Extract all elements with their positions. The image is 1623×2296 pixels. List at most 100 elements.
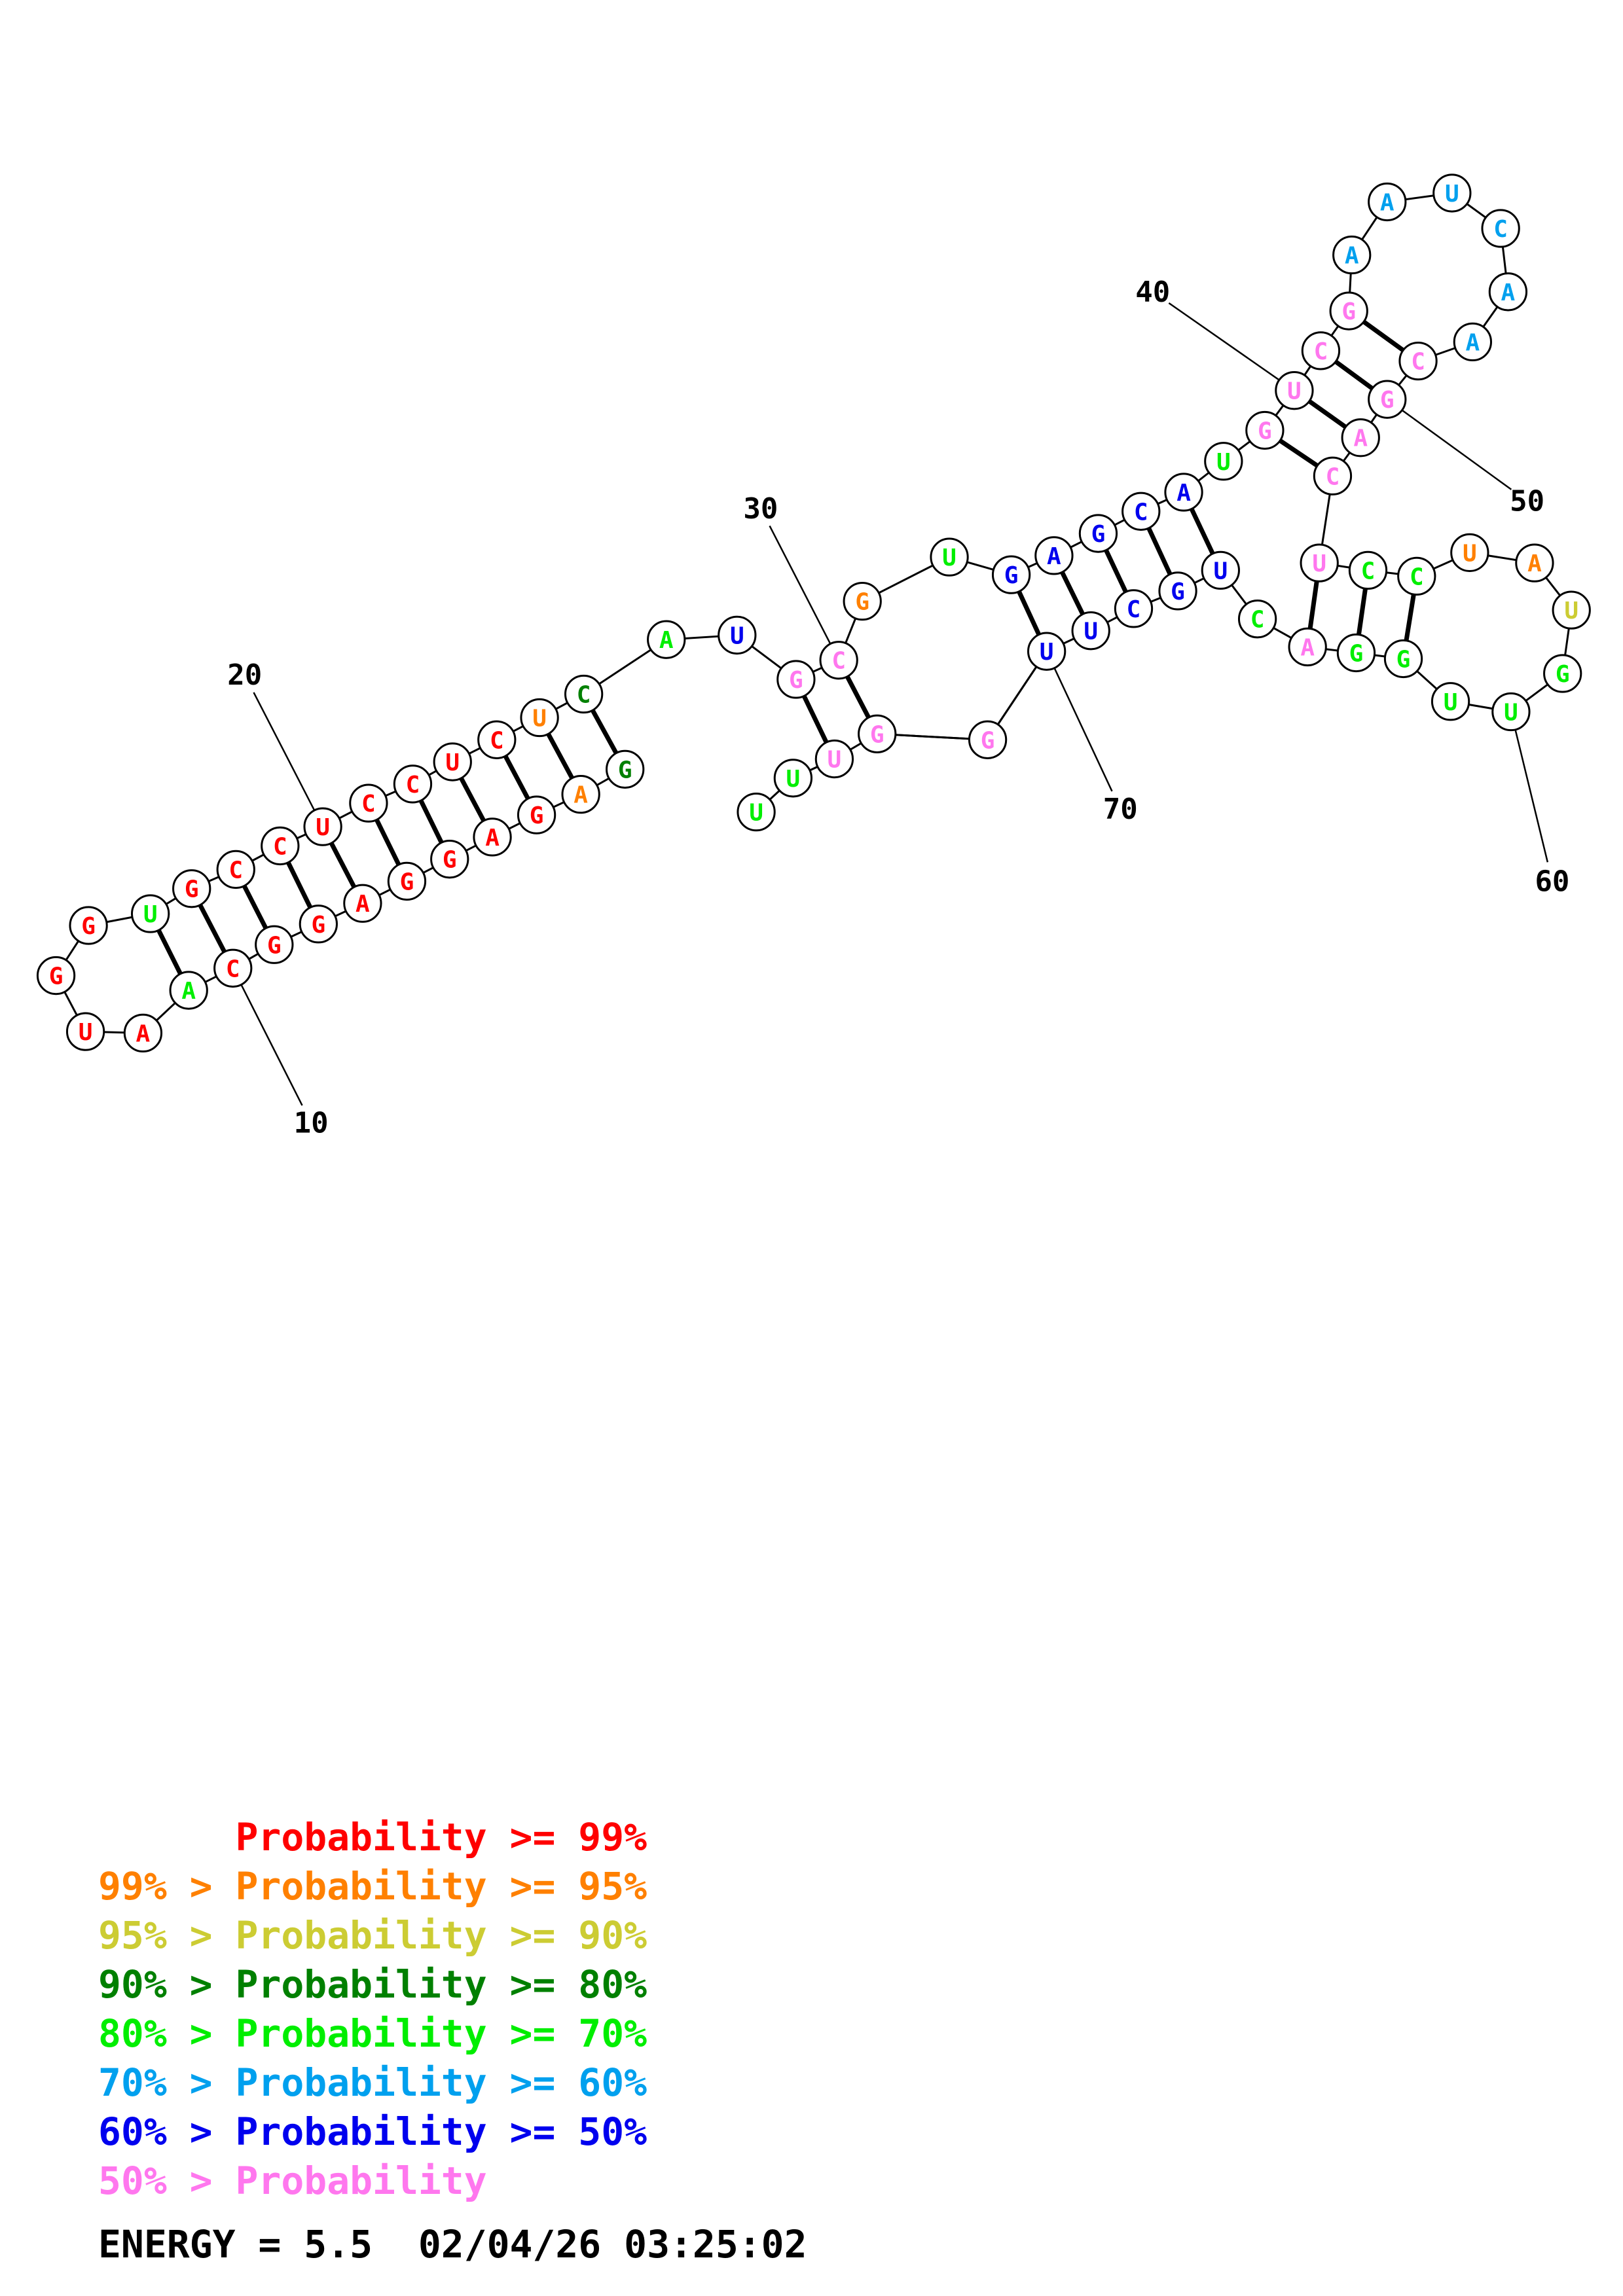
nucleotide-11: G [387, 861, 427, 901]
nucleotide-circle [819, 641, 858, 680]
nucleotide-letter: G [1004, 562, 1019, 589]
nucleotide-letter: G [312, 912, 326, 939]
nucleotide-letter: U [942, 545, 957, 571]
nucleotide-circle [1245, 410, 1285, 450]
nucleotide-39: A [1034, 536, 1074, 575]
nucleotide-letter: A [1047, 543, 1061, 570]
legend-prefix: 99% > [98, 1864, 236, 1909]
legend-label: Probability >= 90% [235, 1913, 647, 1958]
nucleotide-letter: C [1411, 349, 1425, 376]
nucleotide-letter: U [828, 747, 842, 774]
legend-prefix: 90% > [98, 1962, 236, 2007]
nucleotide-letter: C [1314, 338, 1328, 365]
nucleotide-circle [1336, 633, 1376, 673]
nucleotide-circle [737, 792, 776, 832]
nucleotide-41: C [1122, 492, 1161, 531]
position-leader-line [1510, 711, 1549, 863]
nucleotide-letter: U [1040, 639, 1054, 666]
nucleotide-letter: U [316, 814, 330, 841]
nucleotide-circle [1341, 418, 1380, 457]
nucleotide-circle [1027, 632, 1067, 671]
timestamp: 02/04/26 03:25:02 [418, 2222, 807, 2267]
position-leader-line [769, 525, 840, 661]
nucleotide-circle [387, 861, 427, 901]
nucleotide-letter: A [136, 1020, 151, 1047]
position-leader-line [1046, 651, 1113, 792]
nucleotide-letter: C [1361, 558, 1376, 584]
nucleotide-3: U [814, 739, 854, 779]
nucleotide-circle [1332, 235, 1372, 275]
position-leader-line [1387, 399, 1512, 490]
nucleotide-circle [1491, 692, 1531, 732]
nucleotide-20: G [69, 906, 108, 945]
legend-prefix: 50% > [98, 2159, 236, 2203]
nucleotide-73: C [1114, 589, 1154, 628]
nucleotide-letter: G [1091, 521, 1106, 548]
nucleotide-letter: U [1463, 540, 1477, 567]
nucleotide-10: G [430, 840, 469, 879]
nucleotide-letter: A [1300, 634, 1315, 661]
legend-row: 50% > Probability [98, 2157, 647, 2206]
nucleotide-letter: G [185, 876, 199, 903]
nucleotide-51: C [1481, 209, 1520, 248]
nucleotide-61: U [1450, 533, 1489, 572]
nucleotide-letter: C [1326, 463, 1340, 490]
nucleotide-letter: A [181, 978, 196, 1005]
nucleotide-44: G [1245, 410, 1285, 450]
nucleotide-letter: U [445, 749, 460, 776]
nucleotide-circle [647, 620, 686, 659]
nucleotide-48: A [1332, 235, 1372, 275]
nucleotide-31: C [564, 674, 604, 714]
nucleotide-circle [1301, 331, 1341, 370]
nucleotide-circle [1071, 611, 1110, 651]
position-leader-line [1168, 302, 1295, 391]
nucleotide-19: G [36, 956, 76, 996]
nucleotide-circle [123, 1013, 163, 1053]
position-label-40: 40 [1135, 276, 1170, 309]
nucleotide-23: C [216, 850, 255, 889]
nucleotide-letter: U [1445, 181, 1459, 207]
nucleotide-letter: C [406, 772, 420, 798]
nucleotide-circle [814, 739, 854, 779]
nucleotide-letter: C [1127, 596, 1141, 623]
nucleotide-circle [1034, 536, 1074, 575]
nucleotide-letter: A [1527, 550, 1542, 577]
nucleotide-33: U [718, 615, 757, 655]
legend-row: Probability >= 99% [98, 1813, 647, 1862]
nucleotide-47: G [1329, 291, 1368, 331]
energy-value: ENERGY = 5.5 [98, 2222, 373, 2267]
nucleotide-letter: U [786, 766, 801, 793]
nucleotide-22: G [172, 869, 211, 908]
nucleotide-letter: A [1466, 329, 1480, 356]
nucleotide-circle [477, 720, 517, 759]
nucleotide-circle [216, 850, 255, 889]
nucleotide-letter: U [143, 901, 158, 928]
nucleotide-circle [1453, 322, 1492, 362]
legend-prefix: 60% > [98, 2109, 236, 2154]
nucleotide-circle [1368, 182, 1407, 222]
nucleotide-circle [1432, 173, 1472, 213]
nucleotide-letter: U [1084, 619, 1098, 645]
nucleotide-letter: G [81, 913, 96, 940]
nucleotide-circle [1164, 473, 1203, 512]
nucleotide-62: A [1515, 543, 1554, 583]
nucleotide-circle [255, 925, 294, 964]
legend-row: 99% > Probability >= 95% [98, 1862, 647, 1911]
position-leader-line [232, 967, 303, 1106]
nucleotide-16: A [169, 971, 208, 1010]
energy-footer: ENERGY = 5.5 02/04/26 03:25:02 [98, 2222, 807, 2267]
nucleotide-letter: C [1134, 499, 1148, 526]
nucleotide-26: C [349, 783, 388, 823]
nucleotide-1: U [737, 792, 776, 832]
nucleotide-circle [1397, 556, 1436, 596]
position-label-60: 60 [1535, 865, 1569, 898]
legend-row: 95% > Probability >= 90% [98, 1911, 647, 1960]
nucleotide-letter: U [79, 1019, 93, 1046]
nucleotide-letter: A [1345, 243, 1359, 270]
nucleotide-letter: A [356, 891, 370, 918]
nucleotide-circle [991, 555, 1031, 594]
nucleotide-circle [843, 582, 882, 621]
nucleotide-letter: U [1444, 689, 1458, 716]
nucleotide-50: U [1432, 173, 1472, 213]
nucleotide-circle [1329, 291, 1368, 331]
